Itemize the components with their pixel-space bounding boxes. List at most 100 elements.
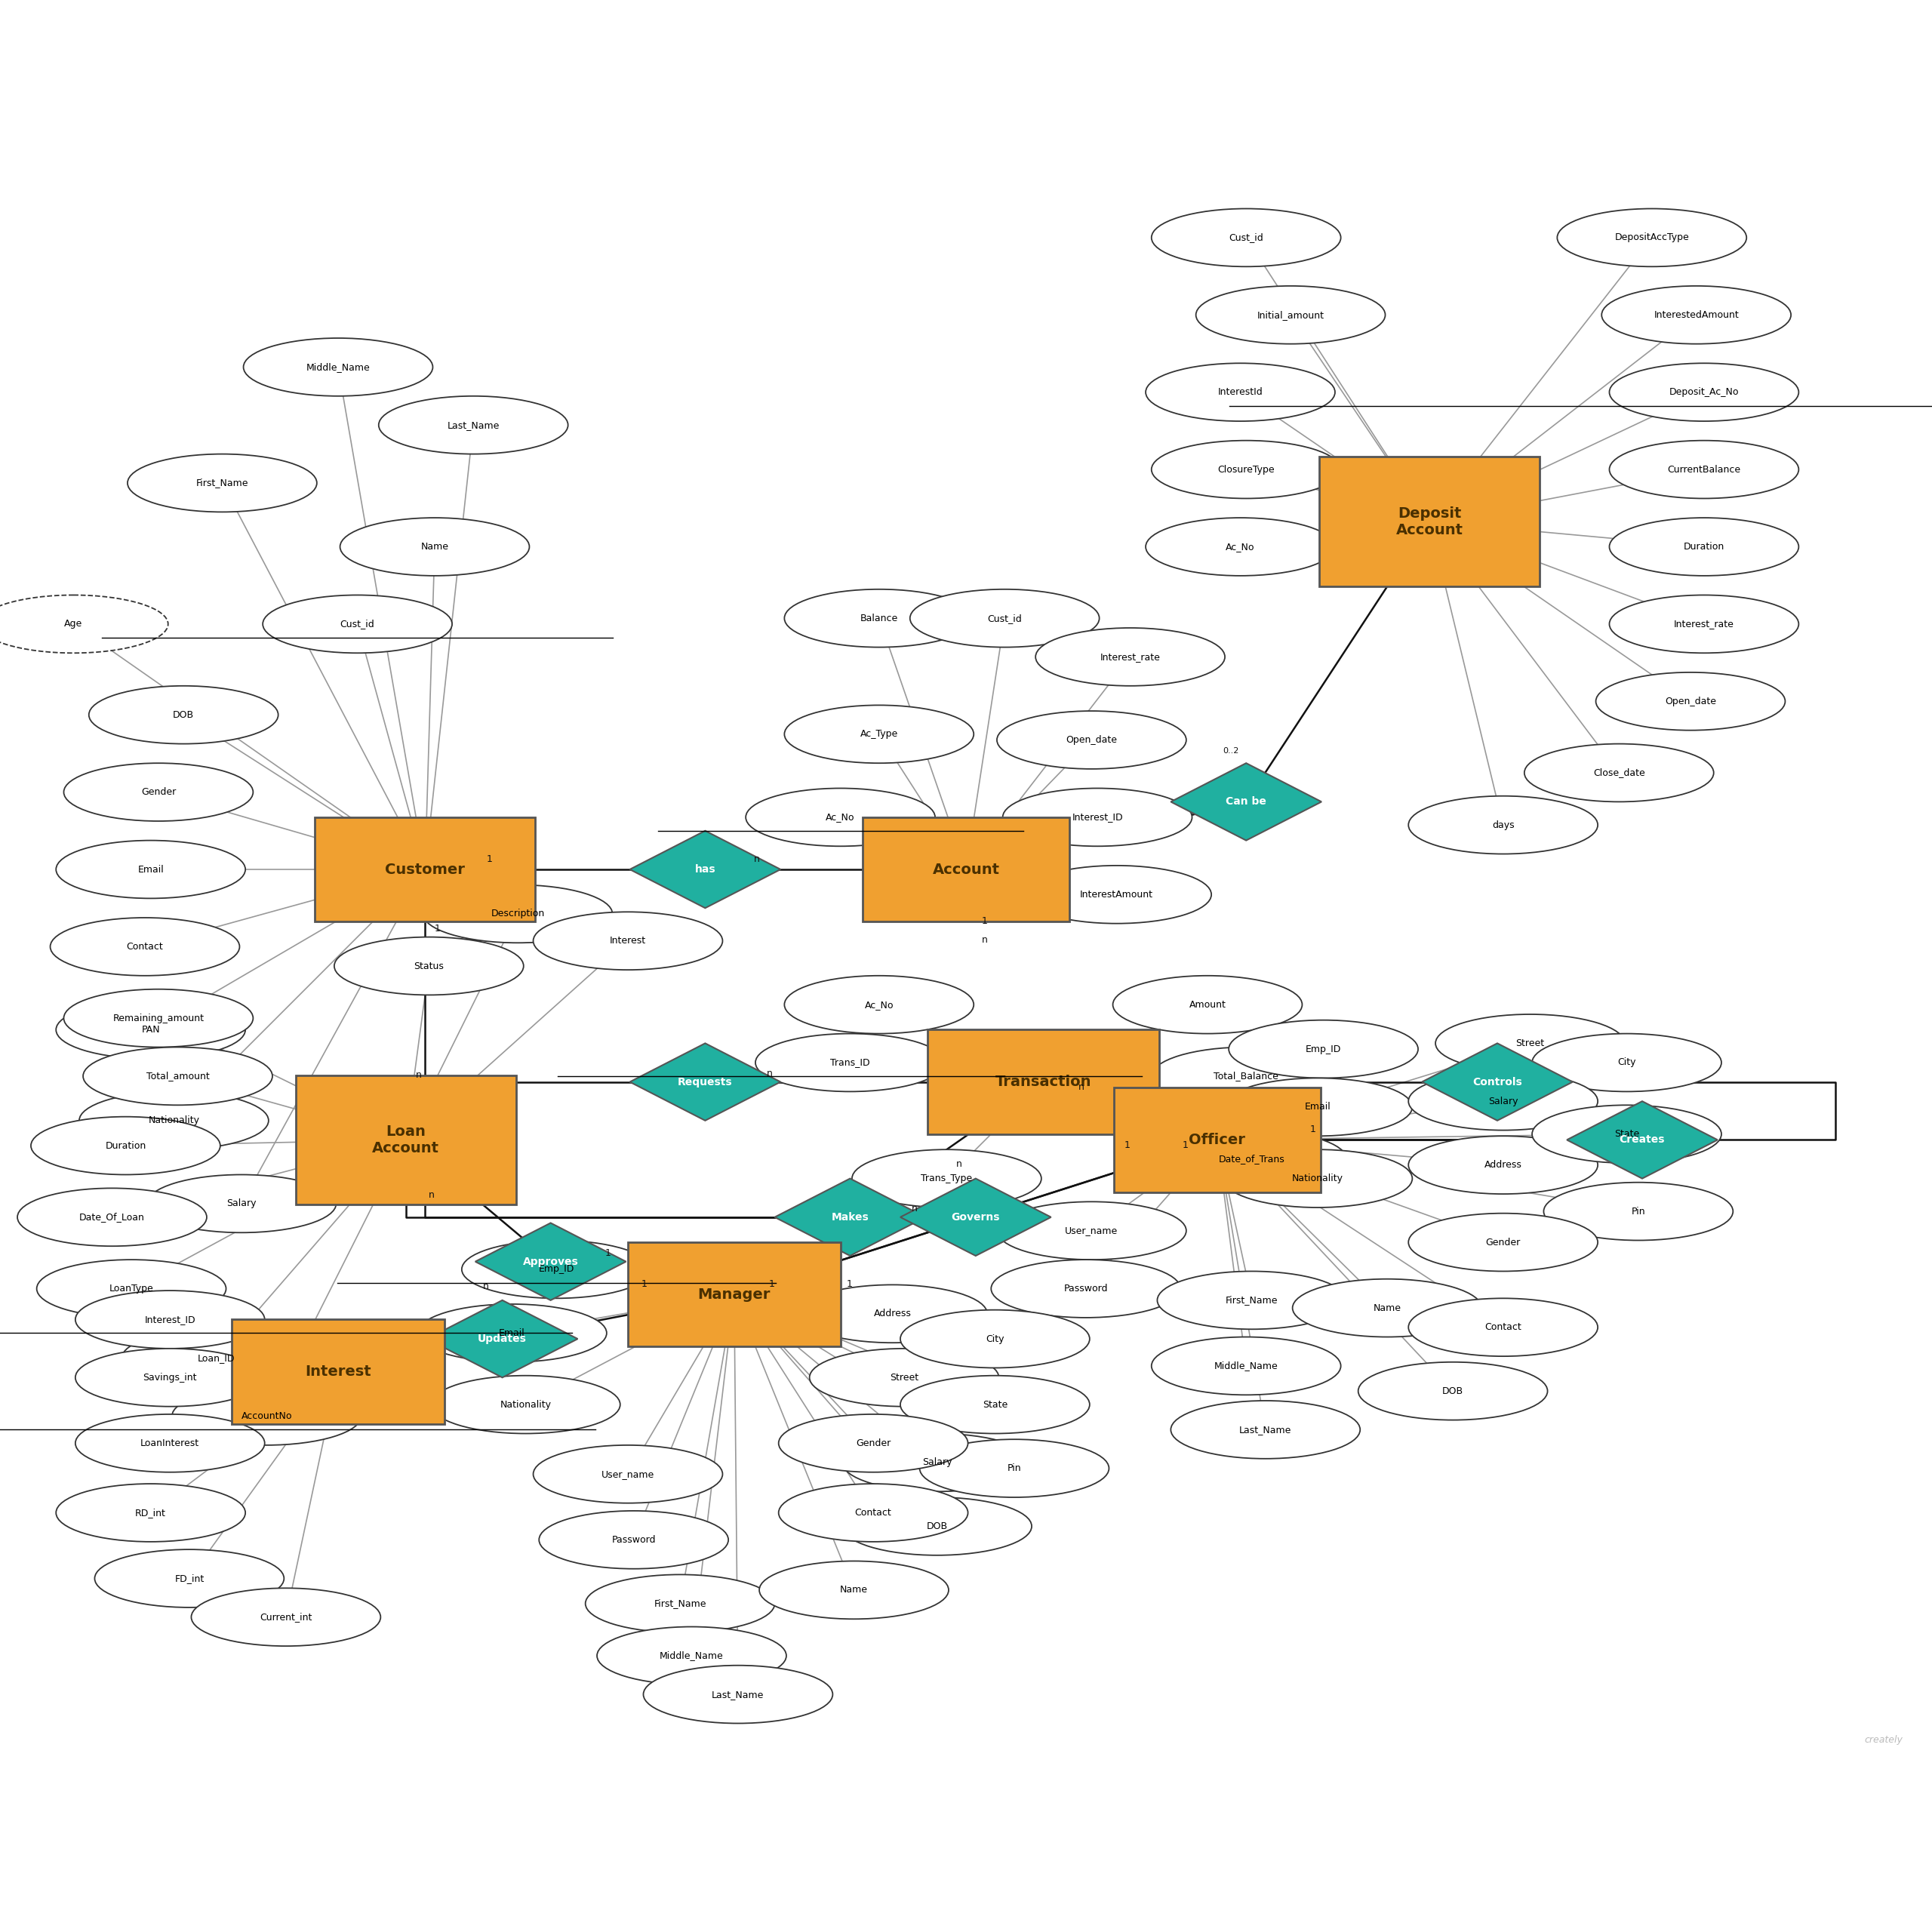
Ellipse shape [1113,976,1302,1034]
Text: creately: creately [1864,1735,1903,1745]
Text: 1: 1 [487,854,493,864]
Ellipse shape [1151,1337,1341,1395]
Text: 1: 1 [641,1279,647,1289]
Polygon shape [900,1179,1051,1256]
Text: First_Name: First_Name [195,477,249,489]
Text: Account: Account [933,862,999,877]
Text: n: n [483,1281,489,1291]
Ellipse shape [83,1047,272,1105]
Polygon shape [1422,1043,1573,1121]
Ellipse shape [1036,628,1225,686]
FancyBboxPatch shape [862,817,1070,922]
Text: 1: 1 [435,923,440,933]
Text: Deposit
Account: Deposit Account [1397,506,1463,537]
Ellipse shape [1544,1182,1733,1240]
Ellipse shape [920,1439,1109,1497]
Text: n: n [415,1070,421,1080]
Ellipse shape [64,989,253,1047]
Ellipse shape [997,711,1186,769]
Text: 1: 1 [769,1279,775,1289]
Text: Transaction: Transaction [995,1074,1092,1090]
Ellipse shape [147,1175,336,1233]
Ellipse shape [1229,1020,1418,1078]
Text: Pin: Pin [1631,1206,1646,1217]
Text: State: State [1615,1128,1638,1140]
Text: 0..2: 0..2 [1223,748,1238,755]
Text: LoanInterest: LoanInterest [141,1437,199,1449]
Ellipse shape [746,788,935,846]
Text: City: City [985,1333,1005,1345]
Text: Cust_id: Cust_id [1229,232,1264,243]
Ellipse shape [122,1329,311,1387]
Text: 1: 1 [846,1279,852,1289]
Text: Remaining_amount: Remaining_amount [112,1012,205,1024]
Text: Requests: Requests [678,1076,732,1088]
Text: FD_int: FD_int [174,1573,205,1584]
Text: Total_Balance: Total_Balance [1213,1070,1279,1082]
Ellipse shape [56,1484,245,1542]
Text: Status: Status [413,960,444,972]
Text: Close_date: Close_date [1594,767,1644,779]
Ellipse shape [1408,1072,1598,1130]
Text: Interest_ID: Interest_ID [145,1314,195,1325]
Text: n: n [767,1068,773,1078]
Text: Controls: Controls [1472,1076,1522,1088]
Text: DOB: DOB [174,709,193,721]
Text: Officer: Officer [1188,1132,1246,1148]
Ellipse shape [31,1117,220,1175]
Text: Date_Of_Loan: Date_Of_Loan [79,1211,145,1223]
Ellipse shape [852,1150,1041,1208]
Ellipse shape [0,595,168,653]
Ellipse shape [1157,1130,1347,1188]
Text: n: n [1078,1082,1084,1092]
Ellipse shape [1609,440,1799,498]
Text: Initial_amount: Initial_amount [1258,309,1323,321]
Ellipse shape [37,1260,226,1318]
Text: Cust_id: Cust_id [987,612,1022,624]
Text: Salary: Salary [1488,1095,1519,1107]
Text: Age: Age [64,618,83,630]
Text: Customer: Customer [384,862,466,877]
Text: Password: Password [612,1534,655,1546]
Ellipse shape [75,1349,265,1406]
Ellipse shape [1532,1105,1721,1163]
Ellipse shape [1557,209,1747,267]
Ellipse shape [1223,1150,1412,1208]
Ellipse shape [910,589,1099,647]
Ellipse shape [340,518,529,576]
Ellipse shape [991,1260,1180,1318]
Ellipse shape [263,595,452,653]
Text: Interest: Interest [611,935,645,947]
Text: Makes: Makes [831,1211,869,1223]
Text: 1: 1 [1182,1140,1188,1150]
Text: Emp_ID: Emp_ID [1306,1043,1341,1055]
Text: State: State [983,1399,1007,1410]
Polygon shape [475,1223,626,1300]
Text: Middle_Name: Middle_Name [1213,1360,1279,1372]
Text: Duration: Duration [1683,541,1725,553]
Ellipse shape [842,1497,1032,1555]
Ellipse shape [1171,1401,1360,1459]
Text: Open_date: Open_date [1066,734,1117,746]
Text: User_name: User_name [1065,1225,1119,1236]
Ellipse shape [1157,1271,1347,1329]
Ellipse shape [75,1291,265,1349]
Text: Last_Name: Last_Name [446,419,500,431]
Text: DOB: DOB [927,1520,947,1532]
Text: Ac_No: Ac_No [825,811,856,823]
Text: 1: 1 [1124,1140,1130,1150]
Ellipse shape [417,1304,607,1362]
Text: n: n [912,1204,918,1213]
Text: RD_int: RD_int [135,1507,166,1519]
Ellipse shape [1151,440,1341,498]
Text: InterestAmount: InterestAmount [1080,889,1153,900]
Text: n: n [956,1159,962,1169]
FancyBboxPatch shape [1320,456,1540,587]
Text: Last_Name: Last_Name [1238,1424,1293,1435]
Ellipse shape [1596,672,1785,730]
Text: Gender: Gender [856,1437,891,1449]
Text: Street: Street [891,1372,918,1383]
Text: Balance: Balance [860,612,898,624]
Text: Address: Address [873,1308,912,1320]
Text: Interest: Interest [305,1364,371,1379]
